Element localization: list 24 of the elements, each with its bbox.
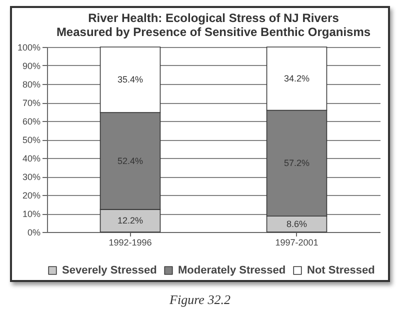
data-label: 57.2% [284, 158, 310, 168]
y-tick-label: 40% [22, 154, 40, 164]
y-tick-label: 50% [22, 135, 40, 145]
data-label: 52.4% [117, 156, 144, 166]
legend-label: Moderately Stressed [178, 264, 286, 277]
legend-label: Not Stressed [307, 264, 375, 277]
y-tick-label: 60% [22, 116, 40, 126]
y-tick-label: 0% [27, 228, 40, 238]
chart-title: River Health: Ecological Stress of NJ Rivers Measured by Presence of Sensitive Benthic Organisms [56, 11, 371, 39]
y-tick-label: 30% [22, 172, 40, 182]
x-tick-label: 1992-1996 [108, 238, 152, 248]
y-tick-label: 100% [17, 42, 40, 52]
y-tick-label: 90% [22, 61, 40, 71]
x-tick-label: 1997-2001 [275, 238, 318, 248]
y-tick-label: 20% [22, 190, 40, 200]
y-tick-label: 10% [22, 209, 40, 219]
legend-label: Severely Stressed [62, 264, 157, 277]
caption: Figure 32.2 [168, 292, 232, 308]
y-tick-label: 70% [22, 98, 40, 108]
data-label: 34.2% [284, 74, 310, 84]
data-label: 8.6% [286, 219, 308, 230]
data-label: 35.4% [117, 74, 144, 85]
data-label: 12.2% [117, 216, 144, 226]
y-tick-label: 80% [22, 80, 40, 90]
